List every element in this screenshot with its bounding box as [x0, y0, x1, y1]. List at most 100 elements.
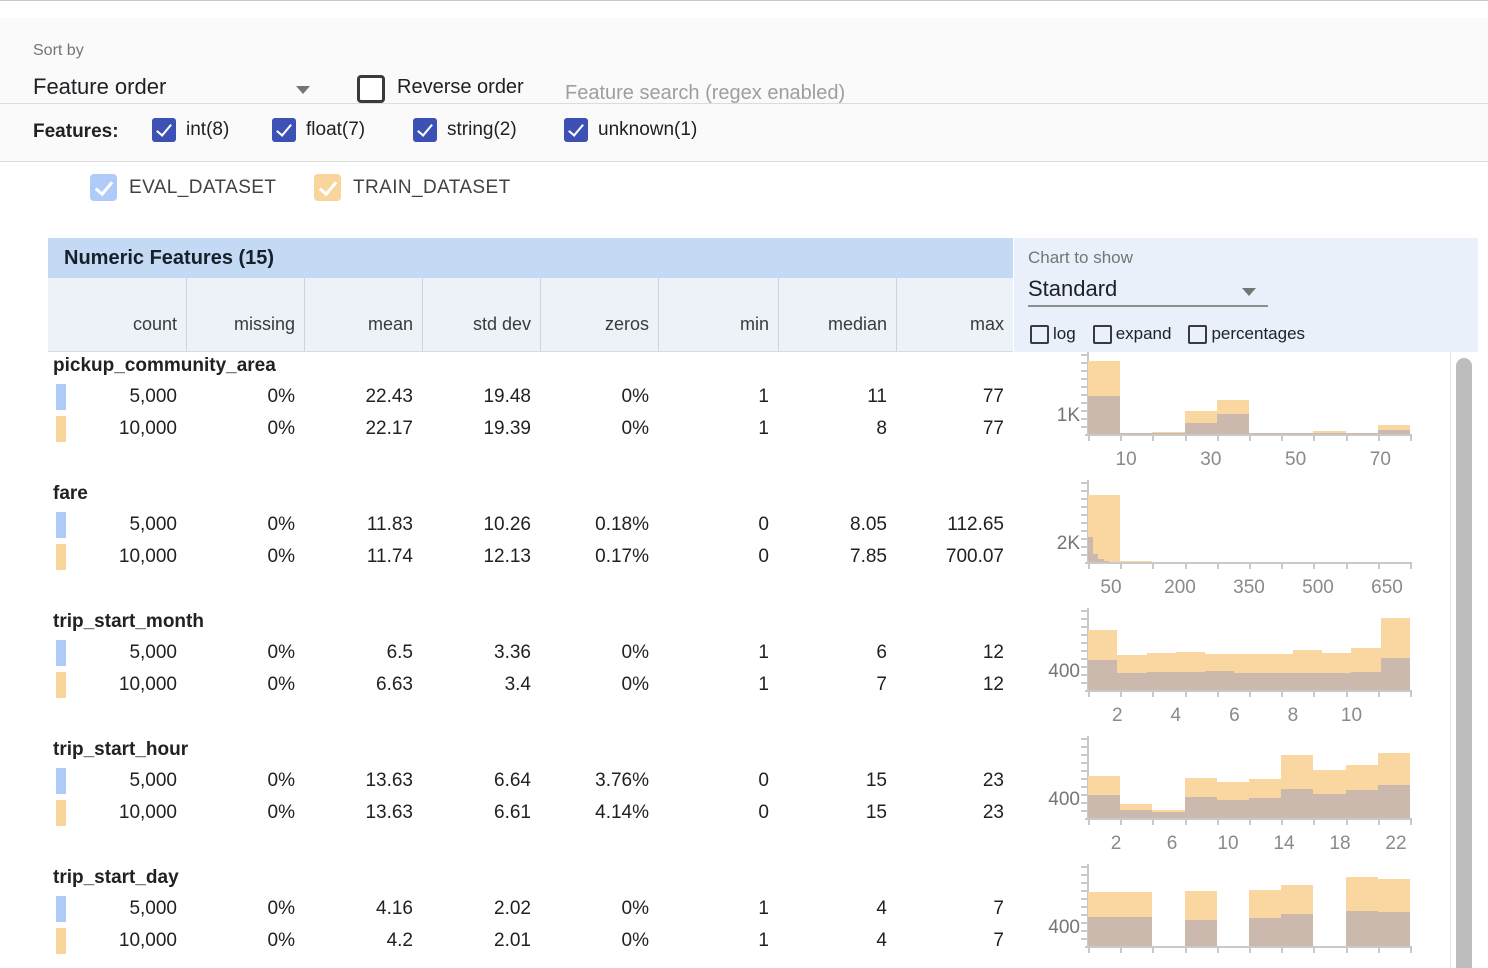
stat-median: 15: [778, 797, 896, 829]
column-header-missing: missing: [186, 278, 304, 351]
x-axis-tick: [1120, 948, 1122, 953]
x-axis-tick: [1346, 436, 1348, 441]
histogram-fare: 2K50200350500650: [1028, 480, 1418, 608]
stat-median: 11: [778, 381, 896, 413]
chart-option-checkbox[interactable]: [1188, 325, 1207, 344]
histogram-pickup_community_area: 1K10305070: [1028, 352, 1418, 480]
x-axis-tick: [1152, 436, 1154, 441]
feature-block-trip_start_hour: trip_start_hour5,0000%13.636.643.76%0152…: [48, 736, 1013, 864]
stat-count: 5,000: [48, 637, 186, 669]
stat-missing: 0%: [186, 637, 304, 669]
stat-median: 4: [778, 925, 896, 957]
chart-option: percentages: [1188, 324, 1305, 344]
histogram-bar-eval_dataset_overlap: [1381, 658, 1410, 690]
column-header-zeros: zeros: [540, 278, 658, 351]
dataset-color-chip: [56, 672, 66, 698]
x-axis-tick: [1249, 948, 1251, 953]
feature-type-checkbox[interactable]: [152, 118, 176, 142]
stat-missing: 0%: [186, 893, 304, 925]
feature-block-trip_start_day: trip_start_day5,0000%4.162.020%14710,000…: [48, 864, 1013, 968]
dataset-checkbox[interactable]: [314, 174, 341, 201]
feature-type-label: unknown(1): [598, 119, 697, 141]
stat-missing: 0%: [186, 509, 304, 541]
feature-type-checkbox[interactable]: [413, 118, 437, 142]
feature-name: pickup_community_area: [53, 355, 276, 377]
histogram-bar-eval_dataset_overlap: [1217, 800, 1249, 818]
histogram-bar-eval_dataset_overlap: [1346, 790, 1378, 818]
stat-median: 8: [778, 413, 896, 445]
sort-by-dropdown[interactable]: Feature order: [33, 74, 166, 100]
x-axis-tick-label: 10: [1096, 449, 1156, 471]
x-axis-tick: [1249, 692, 1251, 697]
x-axis-tick-label: 50: [1266, 449, 1326, 471]
histogram-bar-eval_dataset_overlap: [1293, 673, 1322, 690]
x-axis-tick: [1410, 564, 1412, 569]
stat-min: 1: [658, 893, 778, 925]
x-axis-tick-label: 350: [1219, 577, 1279, 599]
chart-type-dropdown[interactable]: Standard: [1028, 276, 1117, 302]
stat-max: 23: [896, 765, 1013, 797]
x-axis-tick: [1313, 436, 1315, 441]
column-header-max: max: [896, 278, 1013, 351]
stat-zeros: 0%: [540, 669, 658, 701]
stat-missing: 0%: [186, 413, 304, 445]
stat-zeros: 0%: [540, 381, 658, 413]
chart-controls-panel: Chart to show Standard logexpandpercenta…: [1014, 238, 1478, 352]
stat-count: 5,000: [48, 765, 186, 797]
x-axis-tick: [1378, 820, 1380, 825]
stat-min: 1: [658, 669, 778, 701]
histogram-bar-eval_dataset_overlap: [1249, 918, 1281, 946]
stat-zeros: 0%: [540, 925, 658, 957]
chart-option-label: log: [1053, 324, 1076, 344]
y-axis-tick-label: 2K: [1028, 533, 1080, 555]
x-axis-tick: [1120, 436, 1122, 441]
dataset-label: TRAIN_DATASET: [353, 177, 511, 199]
feature-type-checkbox[interactable]: [564, 118, 588, 142]
x-axis-tick-label: 650: [1357, 577, 1417, 599]
stat-max: 700.07: [896, 541, 1013, 573]
x-axis-tick: [1281, 436, 1283, 441]
x-axis-tick: [1217, 564, 1219, 569]
x-axis-tick: [1378, 564, 1380, 569]
x-axis-tick-label: 200: [1150, 577, 1210, 599]
feature-type-checkbox[interactable]: [272, 118, 296, 142]
x-axis-tick-label: 50: [1081, 577, 1141, 599]
stat-missing: 0%: [186, 765, 304, 797]
histogram-bar-eval_dataset_overlap: [1185, 423, 1217, 434]
column-header-median: median: [778, 278, 896, 351]
x-axis-tick: [1410, 436, 1412, 441]
histogram-bar-eval_dataset_overlap: [1185, 920, 1217, 946]
vertical-scrollbar-thumb[interactable]: [1456, 358, 1472, 968]
chart-option-checkbox[interactable]: [1030, 325, 1049, 344]
x-axis-tick-label: 2: [1087, 705, 1147, 727]
y-axis-tick-label: 400: [1028, 661, 1080, 683]
chart-option-checkbox[interactable]: [1093, 325, 1112, 344]
x-axis-tick: [1185, 564, 1187, 569]
stat-median: 7.85: [778, 541, 896, 573]
stat-max: 7: [896, 925, 1013, 957]
scrollbar-track-border: [1450, 352, 1451, 968]
stat-mean: 6.63: [304, 669, 422, 701]
stat-std-dev: 3.4: [422, 669, 540, 701]
x-axis-tick: [1346, 564, 1348, 569]
reverse-order-checkbox[interactable]: [357, 75, 385, 103]
dataset-checkbox[interactable]: [90, 174, 117, 201]
feature-type-filter: float(7): [272, 118, 365, 142]
x-axis-tick-label: 70: [1350, 449, 1410, 471]
x-axis-tick: [1185, 820, 1187, 825]
reverse-order-label: Reverse order: [397, 76, 524, 99]
feature-type-label: int(8): [186, 119, 229, 141]
stat-row-train_dataset: 10,0000%6.633.40%1712: [48, 669, 1013, 701]
chevron-down-icon[interactable]: [296, 86, 310, 94]
stat-min: 0: [658, 797, 778, 829]
stat-zeros: 0%: [540, 413, 658, 445]
stat-min: 0: [658, 509, 778, 541]
x-axis-tick-label: 6: [1142, 833, 1202, 855]
chevron-down-icon[interactable]: [1242, 288, 1256, 296]
histogram-bar-eval_dataset_overlap: [1120, 810, 1152, 818]
histogram-bar-eval_dataset_overlap: [1217, 414, 1249, 434]
stat-mean: 13.63: [304, 797, 422, 829]
feature-type-filter: string(2): [413, 118, 517, 142]
histogram-bar-eval_dataset_overlap: [1234, 673, 1263, 690]
x-axis-tick: [1249, 564, 1251, 569]
